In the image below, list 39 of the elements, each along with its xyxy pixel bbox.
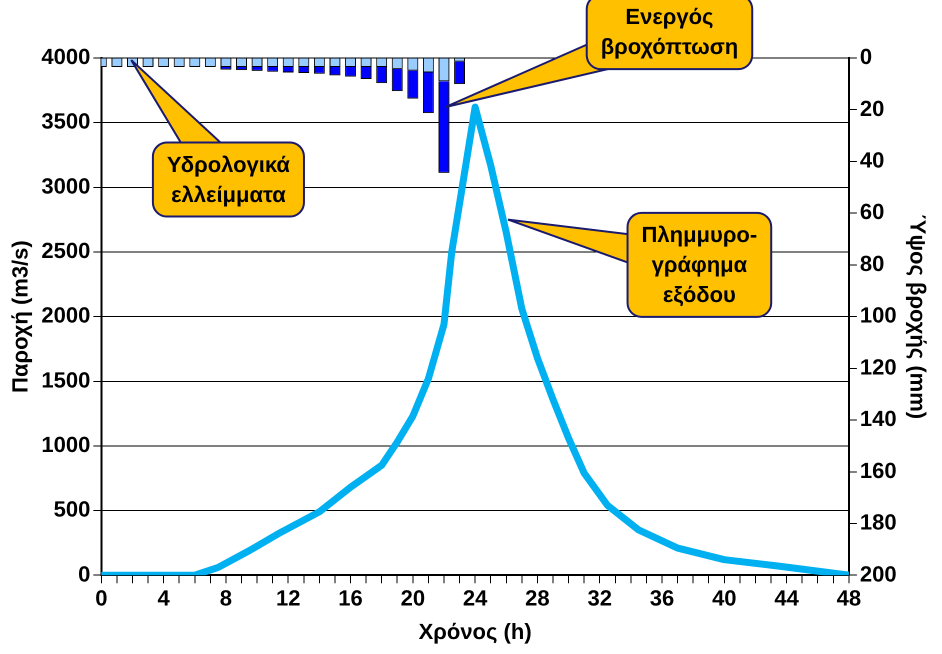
x-tick-label: 0 (95, 585, 108, 610)
y2-tick-label: 120 (860, 354, 897, 380)
y2-tick-label: 0 (860, 44, 872, 70)
y-tick-label: 500 (54, 496, 90, 522)
y2-tick-label: 140 (860, 406, 897, 432)
annotation: Υδρολογικά ελλείμματα (166, 150, 290, 209)
y2-tick-label: 60 (860, 199, 884, 224)
x-tick-label: 20 (400, 585, 426, 610)
y2-tick-label: 180 (860, 510, 897, 535)
y2-tick-label: 200 (860, 561, 897, 586)
x-axis-title: Χρόνος (h) (418, 618, 532, 644)
x-tick-label: 12 (276, 585, 300, 610)
y-tick-label: 2000 (41, 302, 90, 328)
x-tick-label: 8 (220, 585, 232, 610)
x-tick-label: 40 (712, 585, 737, 610)
x-tick-label: 24 (462, 585, 488, 610)
y-tick-label: 4000 (41, 44, 90, 70)
x-tick-label: 36 (650, 585, 674, 610)
y-tick-label: 3500 (41, 108, 90, 134)
x-tick-label: 4 (158, 585, 171, 610)
y2-tick-label: 40 (860, 148, 884, 173)
y2-axis-title: Ύψος βροχής (mm) (906, 214, 931, 420)
y2-tick-label: 80 (860, 250, 884, 276)
y-axis-title: Παροχή (m3/s) (7, 240, 32, 393)
x-tick-label: 44 (774, 585, 800, 610)
y-tick-label: 2500 (41, 238, 90, 264)
y2-tick-label: 20 (860, 96, 884, 121)
y-tick-label: 1500 (41, 367, 90, 392)
x-tick-label: 16 (338, 585, 363, 610)
x-tick-label: 48 (836, 585, 862, 610)
y-tick-label: 3000 (41, 173, 90, 198)
x-tick-label: 28 (525, 585, 550, 610)
annotation: Πλημμυρο- γράφημα εξόδου (642, 220, 758, 309)
y-tick-label: 0 (78, 561, 90, 586)
x-tick-label: 32 (587, 585, 612, 610)
y-tick-label: 1000 (41, 432, 90, 457)
annotation: Ενεργός βροχόπτωση (600, 3, 738, 62)
y2-tick-label: 160 (860, 458, 897, 483)
y2-tick-label: 100 (860, 302, 897, 328)
